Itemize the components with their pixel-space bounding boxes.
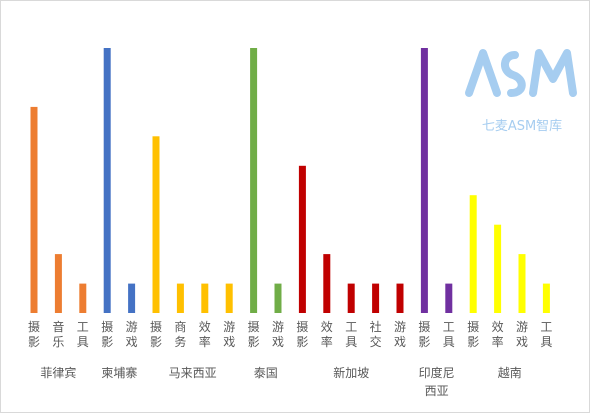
group-label: 菲律宾 xyxy=(40,365,76,380)
x-tick-label: 戏 xyxy=(516,335,528,349)
bar xyxy=(152,136,160,313)
x-tick-label: 影 xyxy=(150,335,162,349)
x-tick-label: 音 xyxy=(52,319,64,334)
x-tick-label: 游 xyxy=(516,320,528,334)
x-tick-label: 社 xyxy=(370,319,382,334)
bar xyxy=(494,224,502,313)
bar xyxy=(396,283,404,313)
group-label: 柬埔寨 xyxy=(101,365,137,380)
x-tick-label: 游 xyxy=(223,320,235,334)
x-tick-label: 具 xyxy=(443,335,455,349)
group-label: 泰国 xyxy=(254,366,278,380)
bar xyxy=(225,283,233,313)
bar xyxy=(128,283,136,313)
group-label: 新加坡 xyxy=(333,365,369,380)
x-tick-label: 摄 xyxy=(467,319,479,334)
x-tick-label: 戏 xyxy=(126,335,138,349)
group-label: 西亚 xyxy=(425,384,449,398)
bar xyxy=(79,283,87,313)
bar xyxy=(347,283,355,313)
x-tick-label: 影 xyxy=(467,335,479,349)
bar xyxy=(176,283,184,313)
bar xyxy=(298,165,306,313)
bar xyxy=(274,283,282,313)
x-tick-label: 率 xyxy=(199,334,211,349)
bar xyxy=(250,48,258,313)
x-tick-label: 戏 xyxy=(272,335,284,349)
bar xyxy=(30,106,38,314)
x-tick-label: 具 xyxy=(77,335,89,349)
x-tick-label: 摄 xyxy=(296,319,308,334)
group-label: 印度尼 xyxy=(419,365,455,380)
x-tick-label: 摄 xyxy=(248,319,260,334)
x-tick-label: 务 xyxy=(174,334,186,349)
bar xyxy=(518,254,526,313)
bar xyxy=(103,48,111,313)
watermark-text: 七麦ASM智库 xyxy=(481,119,563,134)
x-tick-label: 乐 xyxy=(52,335,64,349)
x-tick-label: 游 xyxy=(126,320,138,334)
asm-logo-icon xyxy=(465,49,577,97)
bar xyxy=(54,254,62,313)
bar xyxy=(542,283,550,313)
x-tick-label: 效 xyxy=(492,319,504,334)
x-tick-label: 影 xyxy=(28,335,40,349)
x-tick-label: 商 xyxy=(174,319,186,334)
group-label: 马来西亚 xyxy=(169,366,217,380)
bar xyxy=(201,283,209,313)
bar xyxy=(469,195,477,313)
x-tick-label: 影 xyxy=(248,335,260,349)
x-tick-label: 摄 xyxy=(28,319,40,334)
x-tick-label: 摄 xyxy=(418,319,430,334)
x-tick-label: 影 xyxy=(418,335,430,349)
x-tick-label: 工 xyxy=(77,320,89,334)
bar xyxy=(372,283,380,313)
x-tick-label: 交 xyxy=(370,334,382,349)
x-tick-label: 戏 xyxy=(394,335,406,349)
x-tick-label: 具 xyxy=(345,335,357,349)
x-tick-label: 效 xyxy=(321,319,333,334)
x-tick-label: 率 xyxy=(492,334,504,349)
x-tick-label: 效 xyxy=(199,319,211,334)
bar xyxy=(323,254,331,313)
group-label: 越南 xyxy=(498,365,522,380)
bar xyxy=(420,48,428,313)
x-tick-label: 工 xyxy=(540,320,552,334)
x-tick-label: 工 xyxy=(443,320,455,334)
x-tick-label: 影 xyxy=(101,335,113,349)
x-tick-label: 游 xyxy=(394,320,406,334)
x-tick-label: 摄 xyxy=(101,319,113,334)
x-tick-label: 率 xyxy=(321,334,333,349)
x-tick-label: 游 xyxy=(272,320,284,334)
bar xyxy=(445,283,453,313)
watermark: 七麦ASM智库 xyxy=(463,45,581,145)
x-tick-label: 摄 xyxy=(150,319,162,334)
x-tick-label: 影 xyxy=(296,335,308,349)
x-tick-label: 具 xyxy=(540,335,552,349)
x-tick-label: 戏 xyxy=(223,335,235,349)
x-tick-label: 工 xyxy=(345,320,357,334)
